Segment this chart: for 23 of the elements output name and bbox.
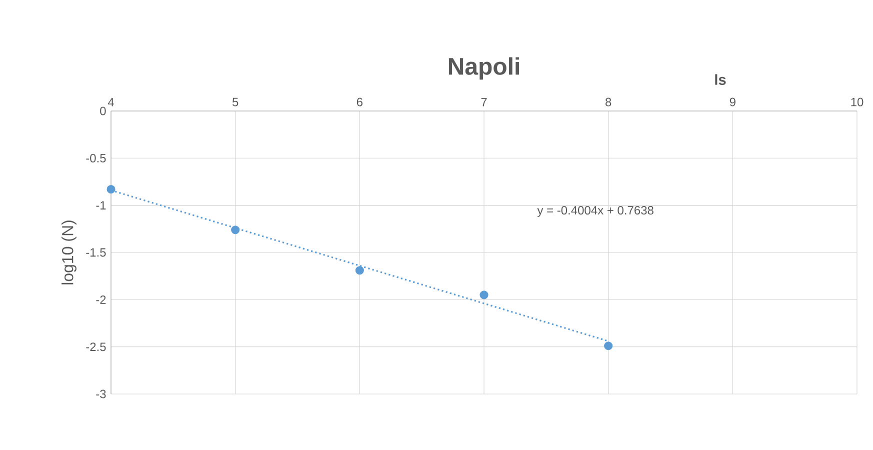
y-tick-label: -2 — [96, 295, 106, 304]
point — [355, 266, 364, 275]
y-tick-label: -1 — [96, 201, 106, 210]
point — [231, 226, 240, 234]
y-tick-label: 0 — [100, 106, 106, 116]
x-tick-label: 6 — [356, 98, 362, 106]
y-tick-label: -0.5 — [86, 154, 106, 162]
x-tick-label: 8 — [606, 98, 612, 106]
y-axis-title: log10 (N) — [62, 220, 76, 284]
x-axis-title: ls — [715, 74, 726, 85]
point — [604, 342, 613, 350]
x-tick-label: 10 — [851, 98, 864, 106]
y-tick-label: -2.5 — [86, 342, 106, 352]
x-tick-label: 9 — [730, 98, 736, 106]
x-tick-label: 5 — [232, 98, 238, 106]
point — [480, 290, 488, 300]
point — [106, 185, 116, 194]
x-tick-label: 7 — [481, 98, 487, 106]
x-tick-label: 4 — [108, 98, 114, 106]
y-tick-label: -1.5 — [86, 248, 106, 257]
y-tick-label: -3 — [96, 390, 106, 398]
chart-title: Napoli — [448, 57, 519, 80]
annotation: y = -0.4004x + 0.7638 — [537, 206, 654, 217]
